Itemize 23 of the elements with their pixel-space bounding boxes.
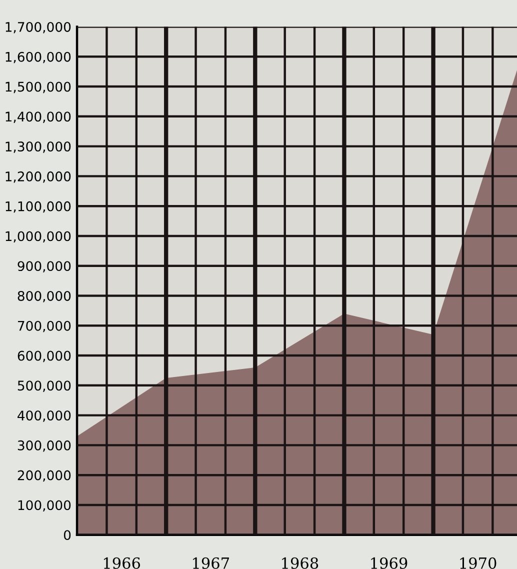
y-tick-label: 1,100,000 (6, 201, 71, 213)
y-tick-label: 1,000,000 (6, 231, 71, 243)
x-tick-label: 1969 (371, 557, 408, 569)
y-tick-label: 1,300,000 (6, 142, 71, 153)
y-tick-label: 200,000 (18, 470, 71, 482)
x-tick-label: 1967 (193, 557, 229, 569)
y-tick-label: 300,000 (18, 440, 71, 452)
y-tick-label: 1,600,000 (6, 52, 71, 64)
y-tick-label: 800,000 (18, 290, 71, 302)
y-tick-label: 900,000 (18, 261, 71, 272)
y-tick-label: 100,000 (18, 500, 71, 512)
y-tick-label: 0 (64, 530, 71, 540)
y-tick-label: 500,000 (18, 380, 71, 392)
y-tick-label: 700,000 (18, 320, 71, 332)
y-tick-label: 400,000 (18, 410, 71, 422)
y-tick-label: 600,000 (18, 350, 71, 362)
y-tick-label: 1,200,000 (6, 171, 71, 183)
x-tick-label: 1970 (460, 557, 496, 569)
y-tick-label: 1,400,000 (6, 112, 71, 123)
y-tick-label: 1,500,000 (6, 82, 71, 94)
y-tick-label: 1,700,000 (6, 22, 71, 34)
x-tick-label: 1966 (104, 557, 140, 569)
x-tick-label: 1968 (282, 557, 318, 569)
